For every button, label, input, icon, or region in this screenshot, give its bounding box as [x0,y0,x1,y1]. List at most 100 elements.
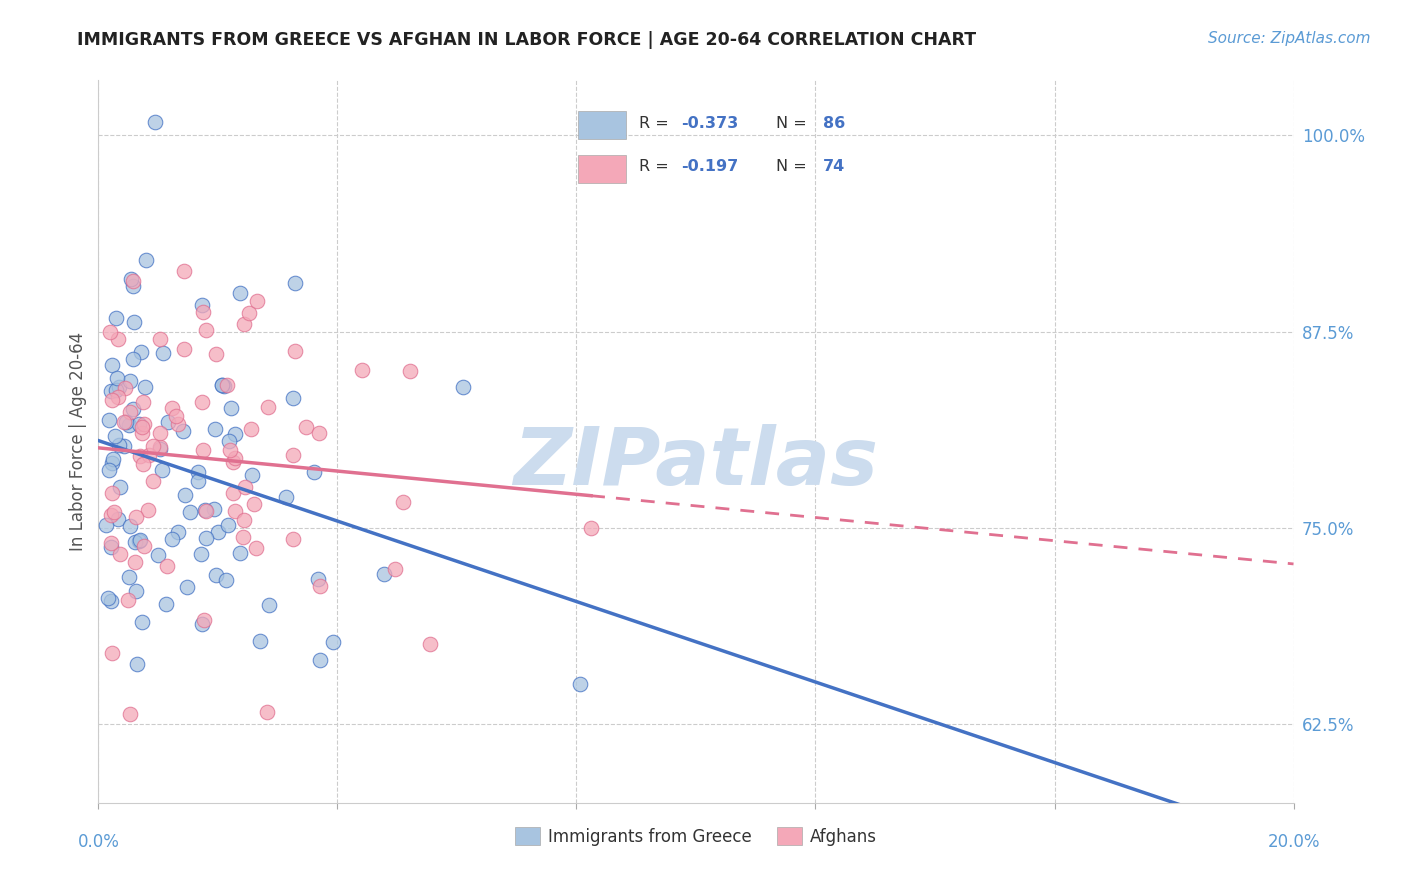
Point [96,518,118,533]
Point [128,533,150,548]
Point [384,562,406,576]
Point [129,533,152,548]
Point [228,285,250,300]
Point [221,455,243,469]
Point [156,559,179,574]
Point [174,488,197,502]
Point [205,347,228,361]
Point [579,521,602,535]
Point [100,456,122,470]
Point [233,513,256,527]
Point [149,440,172,454]
Point [179,505,201,519]
Point [138,448,160,462]
Point [218,434,240,449]
Point [172,425,194,439]
Point [142,474,165,488]
Point [105,383,128,397]
Point [108,380,131,394]
Point [191,443,214,458]
Point [156,415,179,429]
Point [100,594,122,608]
Point [120,518,142,533]
Point [98,413,121,427]
Point [107,332,129,346]
Point [224,427,246,442]
Point [308,425,330,440]
Point [309,653,332,667]
Point [132,417,155,431]
Point [233,480,256,494]
Point [302,466,325,480]
Point [166,417,188,431]
Point [110,480,132,494]
Point [100,536,122,550]
Point [391,495,413,509]
Point [224,450,246,465]
Point [114,415,136,429]
Point [256,705,278,719]
Point [101,451,124,466]
Point [284,276,307,290]
Point [257,401,280,415]
Point [173,342,195,356]
Point [131,420,153,434]
Point [193,305,215,319]
Point [240,422,263,436]
Point [240,468,263,483]
Point [283,391,305,405]
Point [120,706,142,721]
Point [142,439,165,453]
Text: IMMIGRANTS FROM GREECE VS AFGHAN IN LABOR FORCE | AGE 20-64 CORRELATION CHART: IMMIGRANTS FROM GREECE VS AFGHAN IN LABO… [77,31,976,49]
Point [121,279,143,293]
Point [132,539,155,553]
Text: ZIPatlas: ZIPatlas [513,425,879,502]
Point [107,512,129,526]
Point [131,345,153,359]
Point [165,409,187,423]
Point [160,401,183,416]
Point [128,450,150,464]
Point [295,420,318,434]
Y-axis label: In Labor Force | Age 20-64: In Labor Force | Age 20-64 [69,332,87,551]
Text: 20.0%: 20.0% [1267,833,1320,851]
Point [108,438,131,452]
Point [143,114,166,128]
Point [125,583,148,598]
Point [207,524,229,539]
Point [149,426,172,441]
Legend: Immigrants from Greece, Afghans: Immigrants from Greece, Afghans [508,821,884,852]
Point [281,448,304,462]
Point [398,364,420,378]
Point [224,504,246,518]
Point [112,415,135,429]
Point [128,417,150,431]
Point [419,637,441,651]
Point [167,524,190,539]
Point [152,346,174,360]
Point [124,555,146,569]
Point [232,530,254,544]
Point [132,394,155,409]
Point [176,580,198,594]
Point [122,352,145,367]
Point [173,263,195,277]
Point [569,677,592,691]
Point [131,615,153,629]
Point [149,332,172,346]
Point [217,517,239,532]
Point [118,375,141,389]
Point [190,298,212,312]
Point [219,401,242,416]
Point [194,502,217,516]
Point [233,317,256,331]
Point [322,634,344,648]
Point [120,405,142,419]
Point [118,418,141,433]
Point [373,567,395,582]
Point [276,490,298,504]
Point [101,485,124,500]
Point [245,541,267,555]
Point [215,377,238,392]
Point [125,657,148,671]
